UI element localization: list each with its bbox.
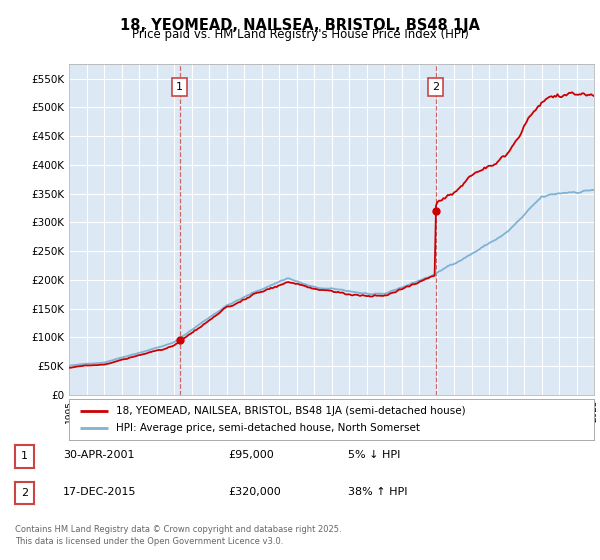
Text: 2: 2	[432, 82, 439, 92]
Text: Contains HM Land Registry data © Crown copyright and database right 2025.
This d: Contains HM Land Registry data © Crown c…	[15, 525, 341, 546]
Text: HPI: Average price, semi-detached house, North Somerset: HPI: Average price, semi-detached house,…	[116, 423, 420, 433]
Text: Price paid vs. HM Land Registry's House Price Index (HPI): Price paid vs. HM Land Registry's House …	[131, 28, 469, 41]
Text: 30-APR-2001: 30-APR-2001	[63, 450, 134, 460]
Text: 18, YEOMEAD, NAILSEA, BRISTOL, BS48 1JA: 18, YEOMEAD, NAILSEA, BRISTOL, BS48 1JA	[120, 18, 480, 33]
Text: 38% ↑ HPI: 38% ↑ HPI	[348, 487, 407, 497]
Text: 2: 2	[21, 488, 28, 498]
Text: 5% ↓ HPI: 5% ↓ HPI	[348, 450, 400, 460]
Text: 1: 1	[21, 451, 28, 461]
Text: 17-DEC-2015: 17-DEC-2015	[63, 487, 137, 497]
Text: 1: 1	[176, 82, 183, 92]
Text: 18, YEOMEAD, NAILSEA, BRISTOL, BS48 1JA (semi-detached house): 18, YEOMEAD, NAILSEA, BRISTOL, BS48 1JA …	[116, 405, 466, 416]
Text: £95,000: £95,000	[228, 450, 274, 460]
Text: £320,000: £320,000	[228, 487, 281, 497]
